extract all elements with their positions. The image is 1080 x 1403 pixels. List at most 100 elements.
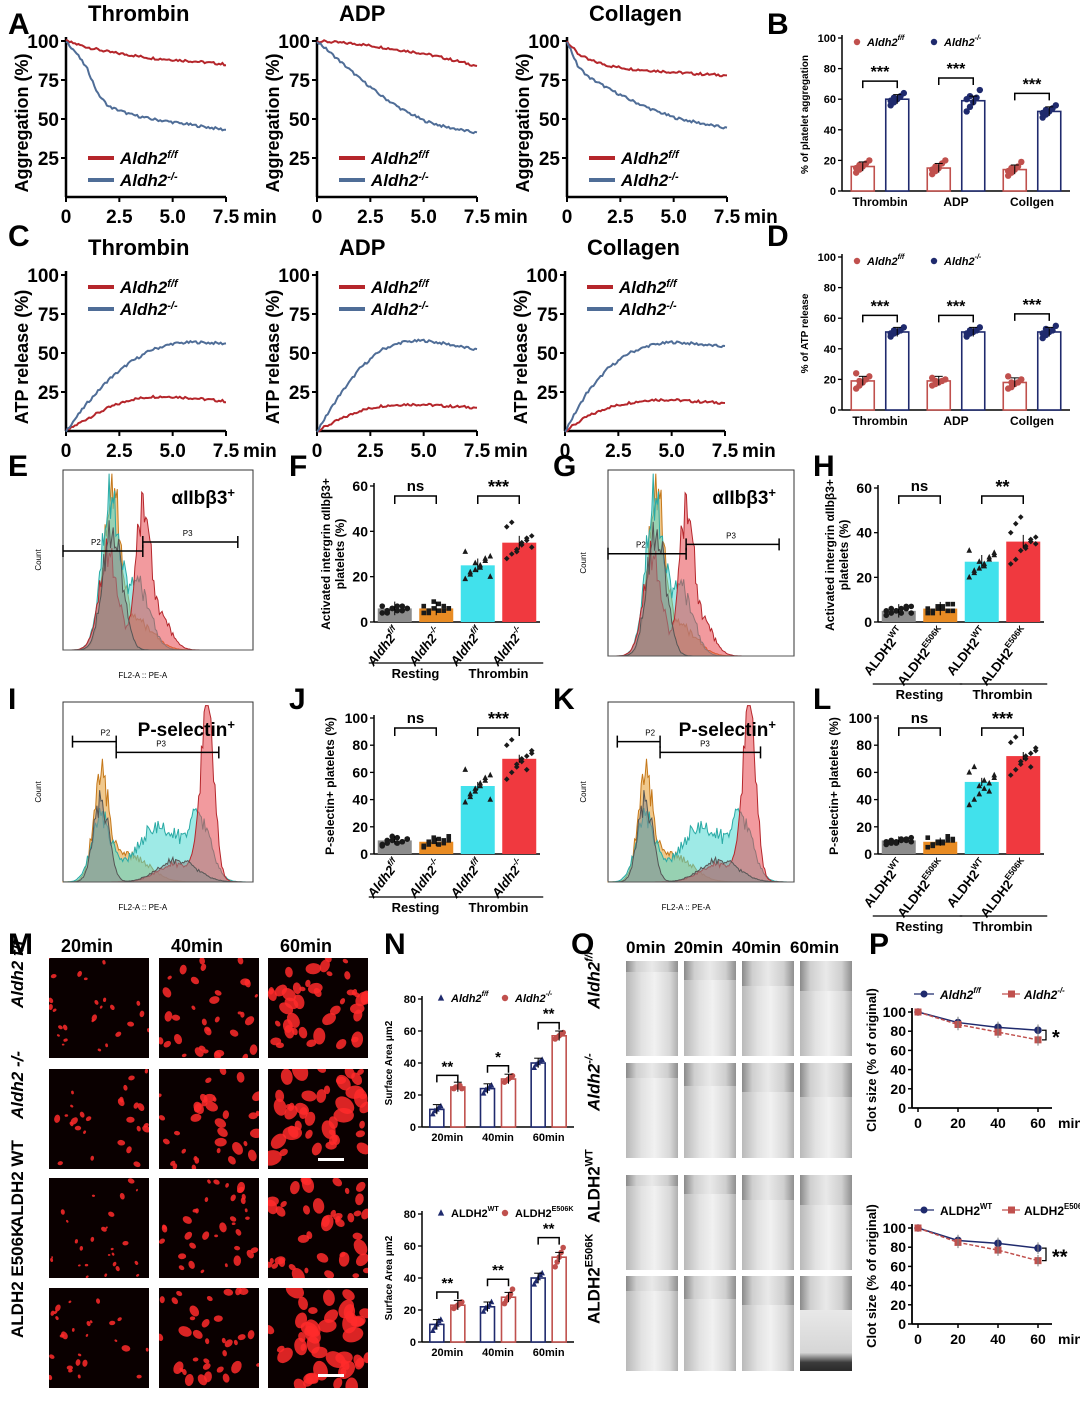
x-axis-unit: min: [744, 207, 778, 228]
x-tick-label: 0: [914, 1331, 922, 1347]
platelet-spots: [159, 958, 258, 1058]
data-point: [981, 785, 988, 791]
scale-bar: [318, 1158, 344, 1161]
y-tick-label: 0: [360, 614, 368, 630]
platelet-spot: [68, 1369, 73, 1373]
legend-label: Aldh2-/-: [119, 171, 178, 190]
platelet-spot: [347, 1213, 355, 1223]
significance-label: ***: [992, 709, 1013, 729]
clot-fill: [800, 1097, 852, 1158]
y-axis-label: % of ATP release: [800, 293, 811, 373]
platelet-spot: [126, 1116, 135, 1123]
platelet-spot: [304, 1267, 309, 1274]
platelet-spot: [184, 1373, 194, 1387]
y-axis-label: Count: [579, 552, 588, 574]
platelet-spot: [79, 1111, 85, 1118]
data-point: [552, 1264, 558, 1270]
x-tick-label: 0: [61, 207, 72, 228]
y-tick-label: 0: [864, 846, 872, 862]
platelet-spot: [333, 1212, 343, 1221]
clot-fill: [742, 1091, 794, 1158]
data-point: [508, 519, 515, 526]
platelet-spot: [53, 1310, 58, 1314]
legend-marker: [920, 1206, 928, 1214]
data-point: [437, 994, 445, 1001]
platelet-spot: [188, 1260, 195, 1269]
platelet-spot: [119, 1192, 125, 1200]
data-point: [437, 1209, 445, 1216]
platelet-spot: [133, 1102, 139, 1109]
platelet-spots: [49, 1298, 149, 1381]
platelet-spot: [63, 1038, 68, 1042]
platelet-spot: [49, 1003, 53, 1011]
platelet-spot: [344, 1069, 355, 1079]
platelet-spot: [191, 1005, 196, 1010]
legend-label: Aldh2-/-: [370, 300, 429, 319]
micrograph-tile: [268, 1288, 368, 1388]
platelet-spot: [289, 1180, 300, 1195]
y-tick-label: 20: [352, 819, 368, 835]
data-point: [1027, 750, 1034, 757]
micrograph-tile: [268, 1178, 368, 1278]
data-point: [856, 161, 863, 169]
platelet-spots: [268, 958, 368, 1050]
platelet-spot: [300, 1178, 312, 1186]
y-tick-label: 80: [890, 1239, 906, 1255]
x-tick-label: 7.5: [712, 441, 739, 462]
platelet-spot: [159, 1296, 165, 1304]
platelet-spots: [268, 1288, 368, 1388]
platelet-spot: [79, 1245, 84, 1251]
significance-label: ***: [947, 298, 966, 315]
significance-bracket: [981, 727, 1024, 736]
data-point: [1052, 102, 1060, 109]
data-point: [379, 603, 386, 609]
y-tick-label: 100: [278, 266, 310, 287]
y-tick-label: 40: [856, 792, 872, 808]
clot-tube: [742, 1276, 794, 1371]
data-point: [394, 834, 401, 841]
group-label: Resting: [896, 919, 944, 934]
platelet-spot: [77, 1374, 81, 1379]
significance-label: ***: [1023, 297, 1042, 314]
data-point: [930, 257, 938, 265]
data-point: [394, 607, 401, 614]
data-point: [976, 565, 983, 571]
clot-fill: [684, 1298, 736, 1371]
platelet-spot: [271, 1263, 279, 1269]
y-tick-label: 60: [824, 313, 836, 325]
clot-tube: [684, 961, 736, 1056]
data-point: [1018, 376, 1025, 383]
panel-letter-h: H: [813, 450, 835, 483]
platelet-spot: [193, 1103, 202, 1113]
category-label: 40min: [482, 1347, 514, 1359]
platelet-spot: [342, 1326, 364, 1343]
platelet-spot: [240, 978, 251, 986]
category-label: 40min: [482, 1132, 514, 1144]
significance-label: ns: [407, 478, 425, 495]
platelet-spot: [136, 1125, 141, 1132]
x-tick-label: 0: [562, 207, 573, 228]
platelet-spot: [179, 964, 187, 975]
platelet-spot: [182, 1368, 187, 1376]
significance-bracket: [862, 80, 898, 89]
data-point: [531, 1064, 537, 1070]
data-point: [945, 601, 951, 607]
data-point: [914, 1224, 922, 1232]
data-point: [389, 837, 396, 844]
x-tick-label: 2.5: [357, 441, 384, 462]
y-tick-label: 75: [539, 71, 561, 92]
y-axis-label: Count: [34, 781, 43, 803]
platelet-spot: [248, 1112, 258, 1120]
platelet-spot: [136, 1374, 142, 1379]
data-point: [1039, 330, 1046, 337]
platelet-spot: [294, 1337, 308, 1356]
platelet-spot: [71, 1090, 74, 1095]
platelet-spot: [136, 1273, 140, 1277]
significance-label: *: [495, 1049, 501, 1066]
data-point: [932, 377, 939, 385]
gate-label: P2: [101, 729, 111, 738]
platelet-spot: [316, 1089, 327, 1103]
data-point: [438, 1316, 444, 1322]
legend-label: Aldh2-/-: [514, 990, 553, 1005]
platelet-spot: [114, 1339, 118, 1342]
